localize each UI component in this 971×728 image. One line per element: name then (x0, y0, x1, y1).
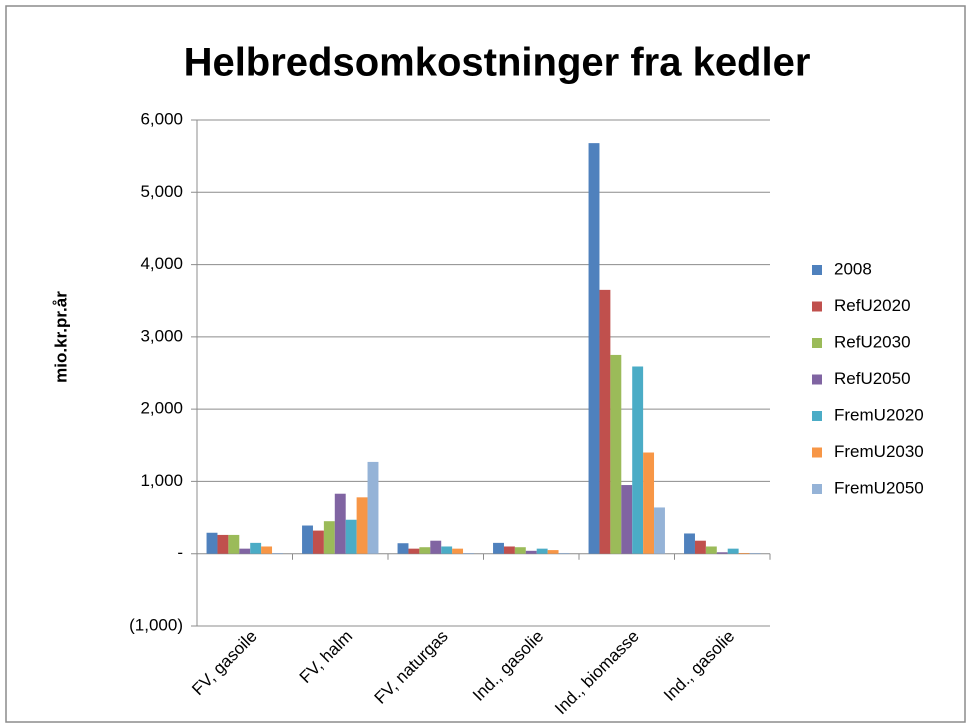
bar (323, 521, 335, 554)
bar (610, 354, 622, 554)
chart-title: Helbredsomkostninger fra kedler (184, 41, 811, 85)
y-tick-label: 4,000 (140, 254, 183, 273)
bar (419, 547, 431, 554)
legend-swatch (812, 374, 822, 385)
legend-swatch (812, 265, 822, 275)
y-tick-label: 3,000 (140, 326, 183, 345)
legend-label: RefU2030 (834, 332, 911, 351)
bar (217, 534, 229, 554)
bar (514, 547, 526, 554)
legend-swatch (812, 338, 822, 348)
bar (302, 525, 313, 554)
bar (312, 530, 324, 554)
bar (727, 548, 739, 554)
legend-swatch (812, 411, 822, 421)
legend-label: RefU2050 (834, 369, 911, 388)
legend-swatch (812, 301, 822, 312)
bar (463, 552, 474, 554)
bar (503, 546, 515, 554)
legend-label: RefU2020 (834, 296, 911, 315)
bar (206, 532, 218, 554)
bar (654, 507, 665, 554)
bar (493, 542, 504, 554)
bar (632, 366, 644, 554)
bar (694, 540, 706, 554)
bar (261, 546, 273, 554)
bar (643, 452, 655, 554)
bar (588, 143, 600, 554)
bar (536, 548, 548, 554)
bar (408, 548, 420, 554)
legend-label: FremU2030 (834, 442, 924, 461)
bar (749, 552, 761, 554)
legend-label: 2008 (834, 259, 872, 278)
bar (367, 461, 379, 554)
bar (738, 552, 750, 554)
bar (716, 552, 728, 554)
y-tick-label: (1,000) (129, 615, 183, 634)
bar (239, 548, 251, 554)
legend-swatch (812, 484, 822, 494)
bar (558, 552, 570, 554)
y-tick-label: 5,000 (140, 182, 183, 201)
bar (430, 540, 442, 554)
bar (250, 542, 262, 554)
y-tick-label: 2,000 (140, 399, 183, 418)
y-tick-label: - (177, 543, 183, 562)
chart-frame (5, 5, 966, 723)
y-axis-label: mio.kr.pr.år (51, 291, 70, 383)
bar (547, 550, 559, 554)
legend-swatch (812, 447, 822, 458)
bar (228, 534, 240, 554)
bar (621, 485, 633, 554)
legend-label: FremU2050 (834, 478, 924, 497)
bar (397, 543, 409, 554)
bar (334, 493, 346, 554)
bar (599, 289, 611, 554)
bar (345, 519, 357, 554)
y-tick-label: 6,000 (140, 109, 183, 128)
bar (272, 552, 283, 554)
bar (452, 548, 464, 554)
y-tick-label: 1,000 (140, 471, 183, 490)
bar (525, 550, 537, 554)
bar (684, 533, 695, 554)
bar (356, 497, 368, 554)
bar (441, 546, 453, 554)
bar (705, 546, 717, 554)
legend-label: FremU2020 (834, 405, 924, 424)
